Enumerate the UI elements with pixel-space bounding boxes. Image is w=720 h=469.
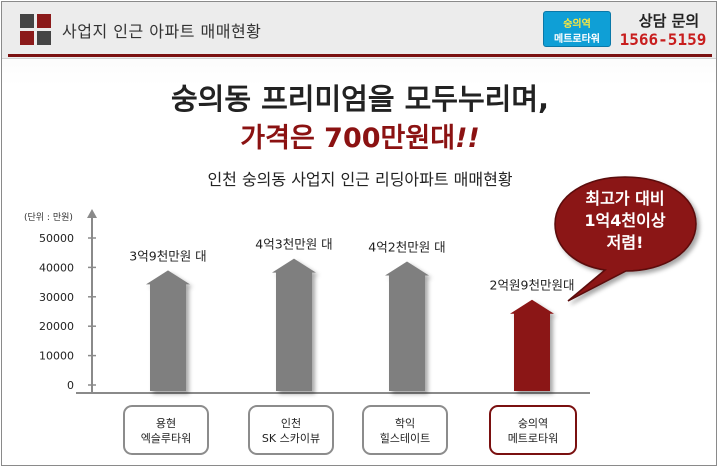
headline-price: 가격은 700만원대 (240, 123, 456, 154)
y-tick-label-0: 0 (67, 379, 74, 392)
bar-2 (385, 261, 429, 391)
y-tick-label-4: 40000 (39, 261, 74, 274)
header-title: 사업지 인근 아파트 매매현황 (62, 22, 262, 41)
y-tick-label-2: 20000 (39, 320, 74, 333)
logo-square-bl (20, 31, 34, 45)
bar-value-label-2: 4억2천만원 대 (368, 240, 445, 255)
bar-1 (272, 258, 316, 391)
logo-square-br (37, 31, 51, 45)
bar-value-label-1: 4억3천만원 대 (255, 237, 332, 252)
category-box-1: 인천 SK 스카이뷰 (248, 405, 334, 455)
y-tick-label-3: 30000 (39, 291, 74, 304)
y-tick-label-5: 50000 (39, 232, 74, 245)
bar-value-label-0: 3억9천만원 대 (129, 248, 206, 263)
brand-badge-line2: 메트로타워 (554, 34, 600, 45)
header-divider (8, 54, 712, 57)
callout-line3: 저렴! (606, 233, 644, 252)
category-label-line1: 숭의역 (517, 417, 549, 430)
y-axis-arrow (87, 209, 97, 218)
bar-3 (510, 299, 554, 391)
headline-exclaim: !! (455, 123, 480, 154)
chart-title: 인천 숭의동 사업지 인근 리딩아파트 매매현황 (207, 170, 513, 189)
category-label-line1: 용현 (155, 417, 177, 430)
callout-line2: 1억4천이상 (584, 211, 666, 230)
brand-badge: 숭의역 메트로타워 (543, 11, 611, 47)
callout-line1: 최고가 대비 (585, 189, 665, 208)
bar-value-label-3: 2억원9천만원대 (490, 278, 575, 293)
headline-line1: 숭의동 프리미엄을 모두누리며, (170, 82, 550, 116)
y-tick-label-1: 10000 (39, 350, 74, 363)
logo-square-tl (20, 14, 34, 28)
header-bar: 사업지 인근 아파트 매매현황 숭의역 메트로타워 상담 문의 1566-515… (2, 2, 716, 59)
category-label-line2: 힐스테이트 (379, 432, 431, 445)
category-label-line1: 인천 (280, 417, 302, 430)
headline-line2: 가격은 700만원대!! (2, 116, 716, 155)
callout-text: 최고가 대비 1억4천이상 저렴! (555, 188, 695, 254)
category-label-line1: 학익 (394, 417, 416, 430)
logo-square-tr (37, 14, 51, 28)
bar-0 (146, 270, 190, 391)
contact-label: 상담 문의 (638, 12, 700, 30)
logo-grid-icon (20, 14, 52, 46)
contact-phone: 1566-5159 (619, 30, 707, 49)
category-label-line2: 메트로타워 (507, 432, 559, 445)
brand-badge-line1: 숭의역 (563, 19, 591, 30)
unit-label: (단위 : 만원) (24, 212, 73, 223)
callout-bubble (554, 176, 697, 302)
category-label-line2: SK 스카이뷰 (261, 432, 321, 445)
category-label-line2: 엑슬루타워 (140, 432, 192, 445)
